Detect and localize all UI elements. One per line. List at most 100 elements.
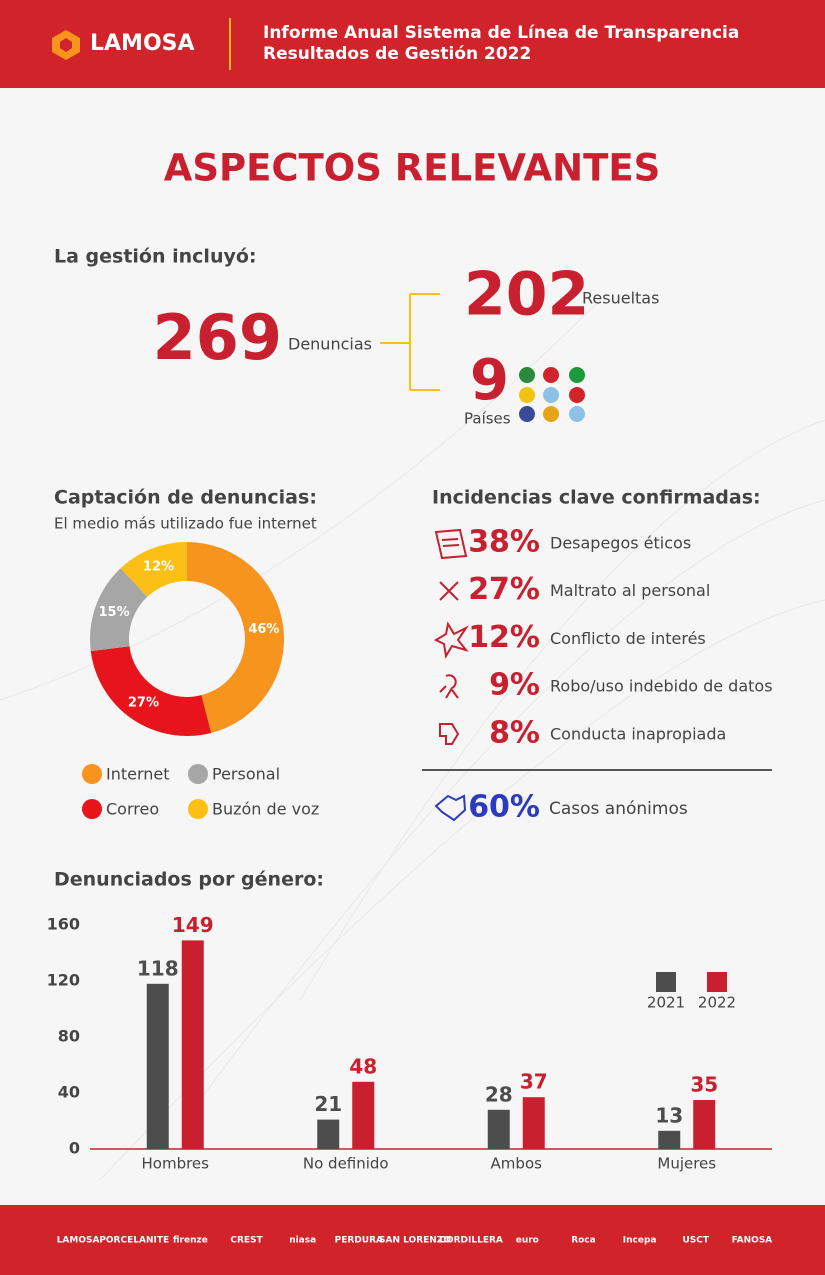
section-heading: Incidencias clave confirmadas: <box>432 487 761 509</box>
incident-icon <box>433 621 469 659</box>
legend-label: Buzón de voz <box>212 800 319 819</box>
incident-percent: 27% <box>468 572 540 607</box>
logo-text: LAMOSA <box>90 31 195 56</box>
legend-label: Personal <box>212 765 280 784</box>
bar <box>693 1100 716 1149</box>
brand-name: FANOSA <box>732 1236 773 1246</box>
data-label: 149 <box>172 913 214 937</box>
data-label: 21 <box>314 1092 342 1116</box>
incident-label: Maltrato al personal <box>550 581 710 600</box>
bar <box>181 940 204 1149</box>
legend-marker <box>707 972 727 992</box>
brand-name: CORDILLERA <box>439 1236 503 1246</box>
decor-line <box>199 499 825 1101</box>
incident-label: Desapegos éticos <box>550 534 691 553</box>
brand-name: LAMOSA <box>57 1236 100 1246</box>
logo-icon <box>52 30 80 60</box>
legend-label: 2021 <box>647 994 685 1012</box>
data-label: 37 <box>520 1070 548 1094</box>
brand-name: Roca <box>571 1236 596 1246</box>
anonymous-percent: 60% <box>468 790 540 825</box>
bar <box>522 1097 545 1149</box>
total-value: 269 <box>153 301 282 374</box>
incident-percent: 38% <box>468 525 540 560</box>
bar <box>487 1109 510 1149</box>
x-tick-label: Hombres <box>142 1155 210 1173</box>
legend-label: Internet <box>106 765 170 784</box>
donut-slice <box>187 542 284 733</box>
bar <box>146 983 169 1149</box>
bar <box>352 1081 375 1149</box>
x-tick-label: Ambos <box>491 1155 543 1173</box>
donut-slice <box>90 568 148 652</box>
brand-name: PERDURA <box>335 1236 383 1246</box>
brand-name: USCT <box>682 1236 709 1246</box>
brand-name: SAN LORENZO <box>379 1236 451 1246</box>
incident-list: 38% Desapegos éticos 27% Maltrato al person… <box>433 525 773 750</box>
data-label: 13 <box>655 1103 683 1127</box>
data-label: 28 <box>485 1082 513 1106</box>
chart-subtitle: El medio más utilizado fue internet <box>54 515 317 533</box>
data-label: 118 <box>137 956 179 980</box>
data-label: 48 <box>349 1054 377 1078</box>
page-title: ASPECTOS RELEVANTES <box>164 147 661 190</box>
value-label: 46% <box>248 622 279 637</box>
legend-marker <box>82 764 102 784</box>
brand-name: CREST <box>230 1236 263 1246</box>
data-label: 35 <box>690 1073 718 1097</box>
decor-line <box>0 299 601 701</box>
value-label: 27% <box>128 696 159 711</box>
header-band <box>0 0 825 88</box>
brand-name: firenze <box>173 1236 208 1246</box>
footer-band <box>0 1205 825 1275</box>
incident-icon <box>439 581 459 601</box>
incident-percent: 12% <box>468 620 540 655</box>
y-tick-label: 0 <box>69 1139 80 1158</box>
bar-chart: 0 40 80 120 160 Hombres 118 149 No definido 21 48 A… <box>47 913 772 1173</box>
legend-marker <box>188 764 208 784</box>
flags <box>519 367 585 422</box>
chart-title: Denunciados por género: <box>54 869 324 891</box>
incident-percent: 9% <box>489 668 540 703</box>
donut-slice <box>90 646 212 736</box>
brand-list: LAMOSA PORCELANITE firenze CREST niasa PERDUR… <box>57 1236 773 1246</box>
total-label: Denuncias <box>288 335 372 354</box>
countries-value: 9 <box>470 348 509 413</box>
legend-label: 2022 <box>698 994 736 1012</box>
countries-label: Países <box>464 410 511 428</box>
value-label: 15% <box>99 605 130 620</box>
y-tick-label: 120 <box>47 971 80 990</box>
brand-name: Incepa <box>623 1236 657 1246</box>
incident-label: Conflicto de interés <box>550 629 706 648</box>
header-subtitle: Resultados de Gestión 2022 <box>263 44 531 64</box>
legend-marker <box>82 799 102 819</box>
handshake-icon <box>434 794 467 822</box>
incident-label: Robo/uso indebido de datos <box>550 677 773 696</box>
anonymous-label: Casos anónimos <box>549 799 688 819</box>
incident-icon <box>439 723 460 745</box>
incident-icon <box>439 674 459 699</box>
x-tick-label: No definido <box>303 1155 389 1173</box>
header-title: Informe Anual Sistema de Línea de Transp… <box>263 23 739 43</box>
resolved-value: 202 <box>464 260 589 330</box>
brand-name: niasa <box>289 1236 316 1246</box>
incident-label: Conducta inapropiada <box>550 724 726 743</box>
donut-chart: 46% 27% 15% 12% Internet Correo Personal Buzón … <box>82 542 319 819</box>
bar <box>658 1130 681 1149</box>
bracket <box>380 293 440 391</box>
legend-marker <box>188 799 208 819</box>
value-label: 12% <box>143 559 174 574</box>
donut-slice <box>120 542 187 597</box>
y-tick-label: 80 <box>58 1027 80 1046</box>
incident-icon <box>434 528 468 560</box>
chart-title: Captación de denuncias: <box>54 487 317 509</box>
section-heading: La gestión incluyó: <box>54 246 257 268</box>
incident-percent: 8% <box>489 715 540 750</box>
bar <box>317 1119 340 1149</box>
x-tick-label: Mujeres <box>657 1155 716 1173</box>
y-tick-label: 160 <box>47 915 80 934</box>
legend-marker <box>656 972 676 992</box>
